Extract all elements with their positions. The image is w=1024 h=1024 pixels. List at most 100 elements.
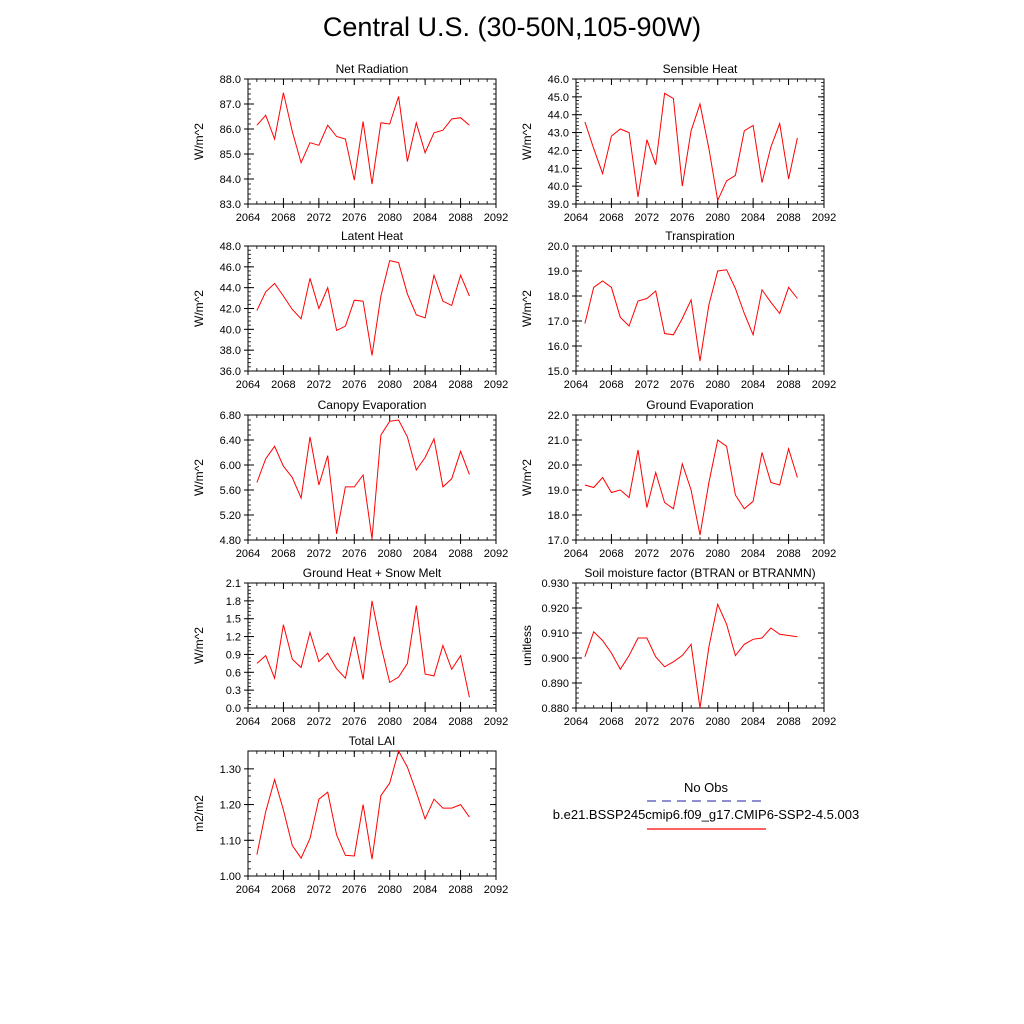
x-tick-label: 2092: [812, 212, 836, 224]
chart-title: Total LAI: [349, 734, 396, 748]
x-tick-label: 2084: [741, 548, 765, 560]
plot-frame: [247, 78, 497, 205]
y-tick-label: 0.900: [541, 653, 569, 665]
y-tick-label: 44.0: [220, 283, 241, 295]
x-tick-label: 2092: [812, 716, 836, 728]
y-tick-label: 42.0: [220, 304, 241, 316]
x-tick-label: 2072: [307, 379, 331, 391]
plot-frame: [575, 78, 825, 205]
chart-sensible-heat: Sensible Heat W/m^2 2064 2068 2072 2076 2080 20…: [520, 62, 836, 224]
y-tick-label: 85.0: [220, 149, 241, 161]
x-tick-label: 2084: [741, 379, 765, 391]
x-tick-label: 2084: [413, 884, 437, 896]
y-axis-label: W/m^2: [520, 290, 534, 327]
chart-net-radiation: Net Radiation W/m^2 2064 2068 2072 2076 2080 20…: [192, 62, 508, 224]
x-tick-label: 2080: [377, 212, 401, 224]
y-tick-label: 40.0: [220, 324, 241, 336]
series-line: [584, 92, 798, 203]
chart-title: Sensible Heat: [663, 62, 738, 76]
series-line: [256, 419, 470, 539]
y-axis-label: W/m^2: [192, 290, 206, 327]
x-tick-label: 2088: [448, 716, 472, 728]
x-tick-label: 2088: [776, 548, 800, 560]
x-tick-label: 2076: [342, 884, 366, 896]
y-axis-label: W/m^2: [192, 627, 206, 664]
plot-frame: [575, 582, 825, 709]
x-tick-label: 2072: [635, 212, 659, 224]
series-line: [584, 602, 798, 709]
x-tick-label: 2088: [448, 884, 472, 896]
x-tick-label: 2076: [670, 379, 694, 391]
y-tick-label: 46.0: [548, 74, 569, 86]
y-tick-label: 0.3: [226, 685, 241, 697]
x-tick-label: 2076: [342, 716, 366, 728]
x-tick-label: 2080: [377, 379, 401, 391]
y-tick-label: 0.930: [541, 578, 569, 590]
y-tick-label: 15.0: [548, 366, 569, 378]
y-tick-label: 5.60: [220, 485, 241, 497]
y-tick-label: 4.80: [220, 535, 241, 547]
x-tick-label: 2072: [307, 548, 331, 560]
x-tick-label: 2080: [377, 716, 401, 728]
x-tick-label: 2092: [484, 884, 508, 896]
y-tick-label: 18.0: [548, 510, 569, 522]
x-tick-label: 2084: [413, 548, 437, 560]
x-tick-label: 2064: [236, 212, 260, 224]
series-line: [256, 259, 470, 356]
y-tick-label: 17.0: [548, 316, 569, 328]
x-tick-label: 2068: [599, 212, 623, 224]
x-tick-label: 2076: [342, 548, 366, 560]
plot-frame: [247, 414, 497, 541]
x-tick-label: 2064: [236, 716, 260, 728]
y-tick-label: 19.0: [548, 485, 569, 497]
x-tick-label: 2064: [564, 212, 588, 224]
x-tick-label: 2064: [564, 379, 588, 391]
x-tick-label: 2076: [342, 379, 366, 391]
x-tick-label: 2072: [307, 716, 331, 728]
x-tick-label: 2068: [271, 548, 295, 560]
x-tick-label: 2088: [448, 548, 472, 560]
y-tick-label: 21.0: [548, 435, 569, 447]
chart-title: Canopy Evaporation: [318, 398, 427, 412]
y-tick-label: 42.0: [548, 145, 569, 157]
y-tick-label: 87.0: [220, 99, 241, 111]
chart-title: Net Radiation: [336, 62, 409, 76]
x-tick-label: 2088: [448, 379, 472, 391]
y-tick-label: 18.0: [548, 291, 569, 303]
y-tick-label: 84.0: [220, 174, 241, 186]
y-tick-label: 1.30: [220, 764, 241, 776]
y-axis-label: unitless: [520, 625, 534, 666]
x-tick-label: 2080: [705, 716, 729, 728]
x-tick-label: 2072: [307, 212, 331, 224]
plot-frame: [575, 245, 825, 372]
x-tick-label: 2080: [705, 379, 729, 391]
x-tick-label: 2080: [377, 548, 401, 560]
x-tick-label: 2084: [413, 716, 437, 728]
legend-label-model: b.e21.BSSP245cmip6.f09_g17.CMIP6-SSP2-4.…: [553, 807, 859, 822]
plot-frame: [575, 414, 825, 541]
y-tick-label: 1.20: [220, 800, 241, 812]
legend: No Obs b.e21.BSSP245cmip6.f09_g17.CMIP6-S…: [553, 780, 859, 830]
x-tick-label: 2076: [670, 212, 694, 224]
y-tick-label: 17.0: [548, 535, 569, 547]
chart-ground-evaporation: Ground Evaporation W/m^2 2064 2068 2072 2076 2…: [520, 398, 836, 560]
y-axis-label: W/m^2: [520, 459, 534, 496]
y-tick-label: 0.910: [541, 628, 569, 640]
x-tick-label: 2084: [741, 212, 765, 224]
legend-label-no-obs: No Obs: [684, 780, 729, 795]
y-axis-label: W/m^2: [192, 459, 206, 496]
series-line: [584, 439, 798, 536]
chart-title: Ground Heat + Snow Melt: [303, 566, 442, 580]
x-tick-label: 2084: [741, 716, 765, 728]
x-tick-label: 2084: [413, 212, 437, 224]
y-tick-label: 0.880: [541, 703, 569, 715]
x-tick-label: 2092: [484, 379, 508, 391]
y-axis-label: W/m^2: [520, 123, 534, 160]
x-tick-label: 2092: [484, 212, 508, 224]
x-tick-label: 2080: [705, 548, 729, 560]
x-tick-label: 2072: [635, 548, 659, 560]
y-axis-label: m2/m2: [192, 795, 206, 832]
x-tick-label: 2092: [812, 379, 836, 391]
y-tick-label: 86.0: [220, 124, 241, 136]
x-tick-label: 2064: [236, 379, 260, 391]
